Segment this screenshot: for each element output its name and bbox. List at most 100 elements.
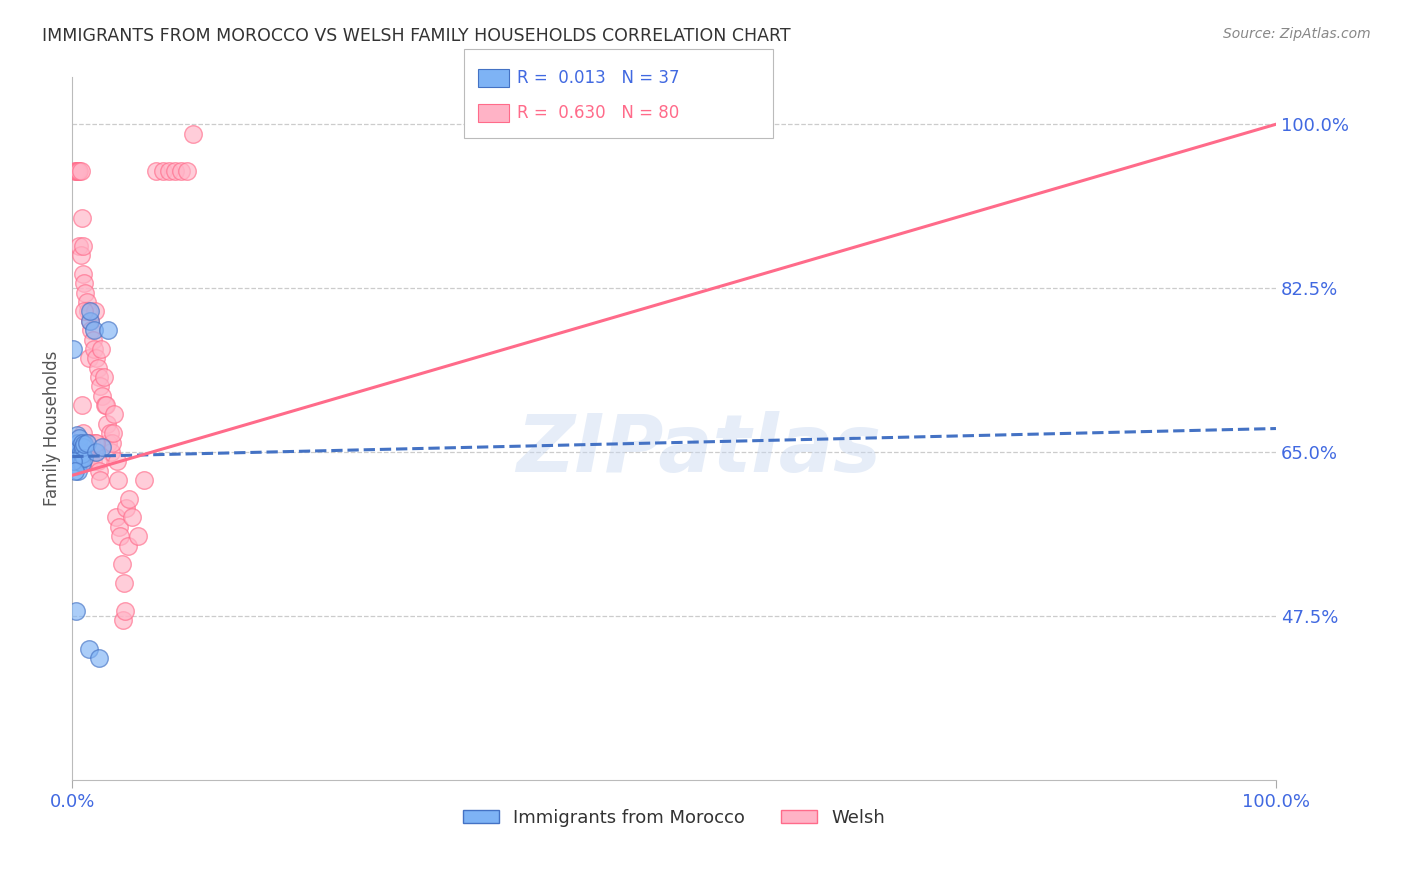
Point <box>89 379 111 393</box>
Point <box>73 437 96 451</box>
Point <box>66 458 89 473</box>
Point <box>145 164 167 178</box>
Point <box>75 454 97 468</box>
Y-axis label: Family Households: Family Households <box>44 351 60 507</box>
Point <box>70 398 93 412</box>
Point <box>69 239 91 253</box>
Point <box>101 426 124 441</box>
Point <box>76 435 98 450</box>
Point <box>87 651 110 665</box>
Point <box>127 529 149 543</box>
Point <box>108 520 131 534</box>
Point <box>69 452 91 467</box>
Point <box>83 323 105 337</box>
Point <box>66 428 89 442</box>
Point <box>73 435 96 450</box>
Point <box>62 454 84 468</box>
Point <box>115 501 138 516</box>
Point <box>65 435 87 450</box>
Text: R =  0.630   N = 80: R = 0.630 N = 80 <box>517 104 679 122</box>
Point <box>91 440 114 454</box>
Point <box>76 445 98 459</box>
Point <box>79 445 101 459</box>
Point <box>104 510 127 524</box>
Point <box>72 239 94 253</box>
Point <box>77 435 100 450</box>
Point <box>87 370 110 384</box>
Point <box>86 360 108 375</box>
Point <box>111 614 134 628</box>
Point <box>76 295 98 310</box>
Point <box>103 408 125 422</box>
Point <box>84 304 107 318</box>
Point <box>181 127 204 141</box>
Point <box>83 445 105 459</box>
Point <box>82 333 104 347</box>
Point <box>93 370 115 384</box>
Point <box>70 211 93 225</box>
Point <box>70 447 93 461</box>
Point <box>114 604 136 618</box>
Point <box>62 445 84 459</box>
Text: IMMIGRANTS FROM MOROCCO VS WELSH FAMILY HOUSEHOLDS CORRELATION CHART: IMMIGRANTS FROM MOROCCO VS WELSH FAMILY … <box>42 27 790 45</box>
Point <box>121 510 143 524</box>
Point <box>84 435 107 450</box>
Point <box>65 604 87 618</box>
Point <box>77 454 100 468</box>
Point <box>79 314 101 328</box>
Point <box>70 435 93 450</box>
Point <box>73 304 96 318</box>
Point <box>97 435 120 450</box>
Point <box>63 464 86 478</box>
Point <box>66 437 89 451</box>
Point <box>79 314 101 328</box>
Text: R =  0.013   N = 37: R = 0.013 N = 37 <box>517 69 681 87</box>
Point <box>84 435 107 450</box>
Point <box>63 447 86 461</box>
Point <box>73 277 96 291</box>
Point <box>91 389 114 403</box>
Point <box>67 435 90 450</box>
Text: ZIPatlas: ZIPatlas <box>516 410 880 489</box>
Point <box>69 164 91 178</box>
Point <box>105 454 128 468</box>
Point <box>112 576 135 591</box>
Point <box>98 426 121 441</box>
Point <box>67 445 90 459</box>
Point <box>84 351 107 366</box>
Point <box>67 445 90 459</box>
Point <box>73 451 96 466</box>
Point <box>87 464 110 478</box>
Point <box>69 435 91 450</box>
Point <box>80 435 103 450</box>
Point <box>67 164 90 178</box>
Point <box>110 558 132 572</box>
Point <box>157 164 180 178</box>
Point <box>77 351 100 366</box>
Point <box>80 323 103 337</box>
Point <box>70 456 93 470</box>
Point <box>79 304 101 318</box>
Point <box>77 304 100 318</box>
Point <box>75 285 97 300</box>
Point <box>82 454 104 468</box>
Point <box>65 164 87 178</box>
Point <box>176 164 198 178</box>
Point <box>69 454 91 468</box>
Point <box>89 473 111 487</box>
Point <box>100 445 122 459</box>
Point <box>96 417 118 431</box>
Point <box>69 431 91 445</box>
Point <box>69 164 91 178</box>
Point <box>69 440 91 454</box>
Text: Source: ZipAtlas.com: Source: ZipAtlas.com <box>1223 27 1371 41</box>
Point <box>134 473 156 487</box>
Point <box>70 445 93 459</box>
Point <box>69 248 91 262</box>
Point <box>94 398 117 412</box>
Point <box>84 445 107 459</box>
Point <box>117 539 139 553</box>
Point <box>86 454 108 468</box>
Legend: Immigrants from Morocco, Welsh: Immigrants from Morocco, Welsh <box>456 801 893 834</box>
Point <box>93 398 115 412</box>
